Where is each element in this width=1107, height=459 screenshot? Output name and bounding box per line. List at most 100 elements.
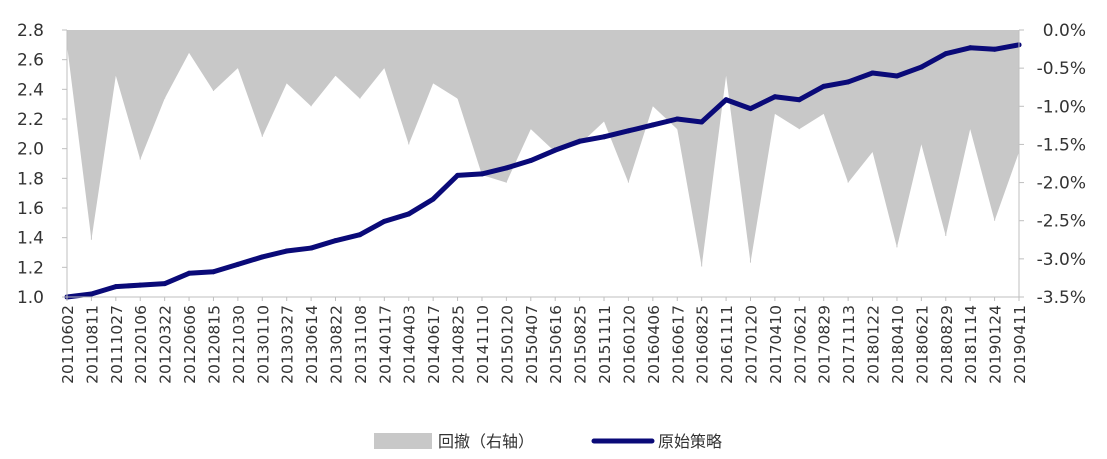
- x-tick-label: 20140617: [425, 305, 443, 384]
- strategy-point: [162, 281, 168, 287]
- x-tick-label: 20121030: [230, 305, 248, 384]
- x-tick-label: 20190411: [1011, 305, 1029, 384]
- x-tick-label: 20141110: [474, 305, 492, 384]
- x-tick-label: 20150407: [523, 305, 541, 384]
- strategy-point: [455, 172, 461, 178]
- x-tick-label: 20120322: [157, 305, 175, 384]
- x-tick-label: 20120606: [181, 305, 199, 384]
- strategy-line-layer: [64, 42, 1022, 300]
- strategy-point: [625, 128, 631, 134]
- x-tick-label: 20150616: [547, 305, 565, 384]
- left-tick-label: 1.0: [17, 288, 44, 308]
- strategy-line: [64, 42, 1022, 300]
- strategy-point: [528, 158, 534, 164]
- x-tick-label: 20160617: [669, 305, 687, 384]
- legend: 回撤（右轴） 原始策略: [374, 432, 722, 451]
- strategy-point: [552, 147, 558, 153]
- strategy-point: [210, 269, 216, 275]
- x-tick-label: 20110811: [83, 305, 101, 384]
- legend-label-strategy: 原始策略: [658, 432, 722, 451]
- drawdown-area-layer: [66, 30, 1020, 267]
- strategy-point: [650, 122, 656, 128]
- right-tick-label: -3.5%: [1037, 288, 1086, 308]
- strategy-point: [503, 165, 509, 171]
- strategy-point: [284, 248, 290, 254]
- legend-label-drawdown: 回撤（右轴）: [438, 432, 534, 451]
- x-tick-label: 20160406: [645, 305, 663, 384]
- x-tick-label: 20180829: [938, 305, 956, 384]
- strategy-point: [845, 79, 851, 85]
- strategy-point: [992, 46, 998, 52]
- x-tick-label: 20171113: [840, 305, 858, 384]
- strategy-point: [943, 51, 949, 57]
- x-tick-label: 20170410: [767, 305, 785, 384]
- strategy-point: [601, 134, 607, 140]
- strategy-point: [137, 282, 143, 288]
- strategy-point: [723, 97, 729, 103]
- left-tick-label: 2.6: [17, 51, 44, 71]
- strategy-point: [186, 270, 192, 276]
- x-tick-label: 20161111: [718, 305, 736, 384]
- strategy-point: [88, 291, 94, 297]
- strategy-point: [796, 97, 802, 103]
- x-tick-label: 20140403: [401, 305, 419, 384]
- strategy-point: [821, 83, 827, 89]
- x-tick-label: 20120815: [205, 305, 223, 384]
- right-tick-label: -2.5%: [1037, 212, 1086, 232]
- strategy-point: [894, 73, 900, 79]
- x-tick-label: 20151111: [596, 305, 614, 384]
- x-tick-label: 20180621: [913, 305, 931, 384]
- strategy-point: [259, 254, 265, 260]
- strategy-point: [479, 171, 485, 177]
- strategy-point: [406, 211, 412, 217]
- x-tick-label: 20181114: [962, 305, 980, 384]
- x-tick-label: 20110602: [59, 305, 77, 384]
- right-tick-label: 0.0%: [1043, 21, 1086, 41]
- left-tick-label: 1.6: [17, 199, 44, 219]
- left-tick-label: 2.4: [17, 80, 44, 100]
- strategy-point: [918, 64, 924, 70]
- x-tick-label: 20140825: [450, 305, 468, 384]
- strategy-point: [357, 232, 363, 238]
- strategy-point: [308, 245, 314, 251]
- x-tick-label: 20190124: [987, 305, 1005, 384]
- x-tick-label: 20130327: [279, 305, 297, 384]
- x-tick-label: 20130822: [328, 305, 346, 384]
- x-tick-label: 20180122: [865, 305, 883, 384]
- right-tick-label: -3.0%: [1037, 250, 1086, 270]
- x-axis-ticks: 20110602 20110811 20111027 20120106 20120322…: [59, 297, 1029, 384]
- axes-layer: [66, 30, 1020, 298]
- strategy-point: [747, 106, 753, 112]
- strategy-point: [577, 138, 583, 144]
- x-tick-label: 20170621: [791, 305, 809, 384]
- x-tick-label: 20180410: [889, 305, 907, 384]
- drawdown-area: [67, 30, 1019, 267]
- strategy-point: [381, 218, 387, 224]
- left-tick-label: 2.8: [17, 21, 44, 41]
- x-tick-label: 20160120: [620, 305, 638, 384]
- strategy-point: [870, 70, 876, 76]
- x-tick-label: 20140117: [376, 305, 394, 384]
- strategy-point: [699, 119, 705, 125]
- right-tick-label: -1.0%: [1037, 97, 1086, 117]
- right-tick-label: -1.5%: [1037, 135, 1086, 155]
- left-tick-label: 2.2: [17, 110, 44, 130]
- x-tick-label: 20111027: [108, 305, 126, 384]
- left-tick-label: 1.8: [17, 169, 44, 189]
- strategy-point: [967, 45, 973, 51]
- strategy-point: [430, 196, 436, 202]
- x-tick-label: 20120106: [132, 305, 150, 384]
- x-tick-label: 20170829: [816, 305, 834, 384]
- left-tick-label: 1.4: [17, 229, 44, 249]
- strategy-point: [674, 116, 680, 122]
- strategy-point: [333, 238, 339, 244]
- left-tick-label: 2.0: [17, 140, 44, 160]
- right-tick-label: -0.5%: [1037, 59, 1086, 79]
- x-tick-label: 20130110: [254, 305, 272, 384]
- right-tick-label: -2.0%: [1037, 174, 1086, 194]
- x-tick-label: 20131108: [352, 305, 370, 384]
- x-tick-label: 20170120: [742, 305, 760, 384]
- left-axis-ticks: 1.0 1.2 1.4 1.6 1.8 2.0 2.2 2.4 2.6 2.8: [17, 21, 67, 308]
- x-tick-label: 20130614: [303, 305, 321, 384]
- x-tick-label: 20150120: [498, 305, 516, 384]
